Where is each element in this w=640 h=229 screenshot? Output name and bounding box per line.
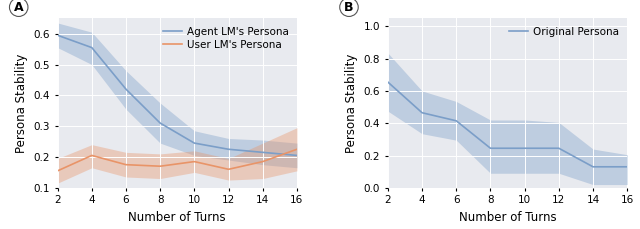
- X-axis label: Number of Turns: Number of Turns: [459, 211, 556, 224]
- Text: B: B: [344, 1, 354, 14]
- User LM's Persona: [293, 148, 301, 151]
- Y-axis label: Persona Stability: Persona Stability: [15, 53, 28, 153]
- User LM's Persona: [88, 154, 95, 157]
- Text: A: A: [14, 1, 24, 14]
- Original Persona: [623, 165, 631, 168]
- User LM's Persona: [54, 169, 61, 172]
- Original Persona: [452, 120, 460, 122]
- Original Persona: [418, 111, 426, 114]
- Agent LM's Persona: [54, 34, 61, 37]
- User LM's Persona: [191, 160, 198, 163]
- Agent LM's Persona: [293, 154, 301, 157]
- Agent LM's Persona: [259, 151, 267, 154]
- Agent LM's Persona: [88, 46, 95, 49]
- Legend: Agent LM's Persona, User LM's Persona: Agent LM's Persona, User LM's Persona: [159, 24, 292, 53]
- Original Persona: [555, 147, 563, 150]
- X-axis label: Number of Turns: Number of Turns: [129, 211, 226, 224]
- Original Persona: [384, 81, 392, 83]
- User LM's Persona: [156, 165, 164, 168]
- User LM's Persona: [225, 168, 232, 171]
- User LM's Persona: [122, 163, 130, 166]
- Original Persona: [589, 165, 597, 168]
- User LM's Persona: [259, 160, 267, 163]
- Legend: Original Persona: Original Persona: [506, 24, 622, 40]
- Agent LM's Persona: [156, 122, 164, 124]
- Line: Original Persona: Original Persona: [388, 82, 627, 167]
- Agent LM's Persona: [225, 148, 232, 151]
- Original Persona: [486, 147, 494, 150]
- Y-axis label: Persona Stability: Persona Stability: [345, 53, 358, 153]
- Agent LM's Persona: [191, 142, 198, 144]
- Line: User LM's Persona: User LM's Persona: [58, 149, 297, 171]
- Agent LM's Persona: [122, 88, 130, 90]
- Original Persona: [521, 147, 529, 150]
- Line: Agent LM's Persona: Agent LM's Persona: [58, 35, 297, 155]
